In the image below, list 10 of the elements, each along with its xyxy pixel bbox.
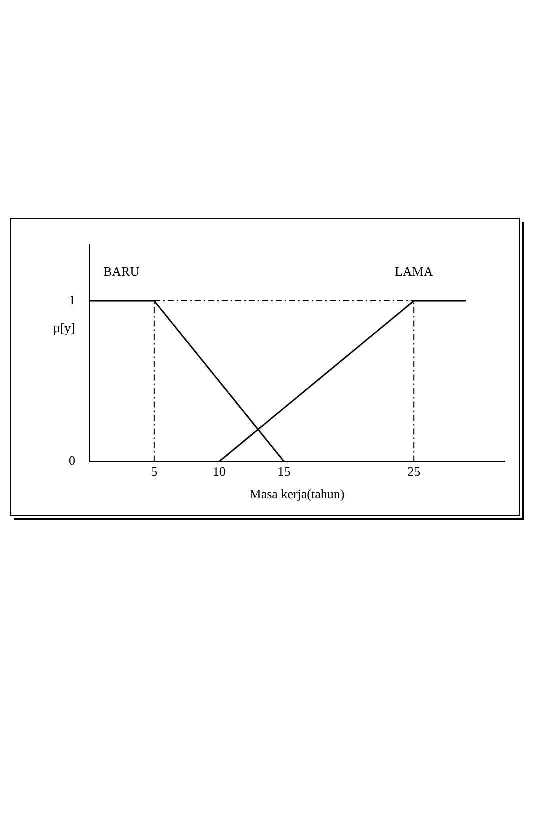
y-axis-title: μ[y] [53, 320, 76, 336]
x-tick-label: 15 [278, 464, 291, 480]
series-label: BARU [104, 264, 140, 279]
x-tick-label: 5 [151, 464, 158, 480]
y-tick-label: 1 [69, 292, 76, 308]
x-tick-label: 10 [212, 464, 226, 480]
x-tick-label: 25 [408, 464, 421, 480]
y-tick-label: 0 [69, 453, 76, 468]
x-axis-title: Masa kerja(tahun) [250, 486, 345, 502]
series-label: LAMA [394, 264, 434, 279]
